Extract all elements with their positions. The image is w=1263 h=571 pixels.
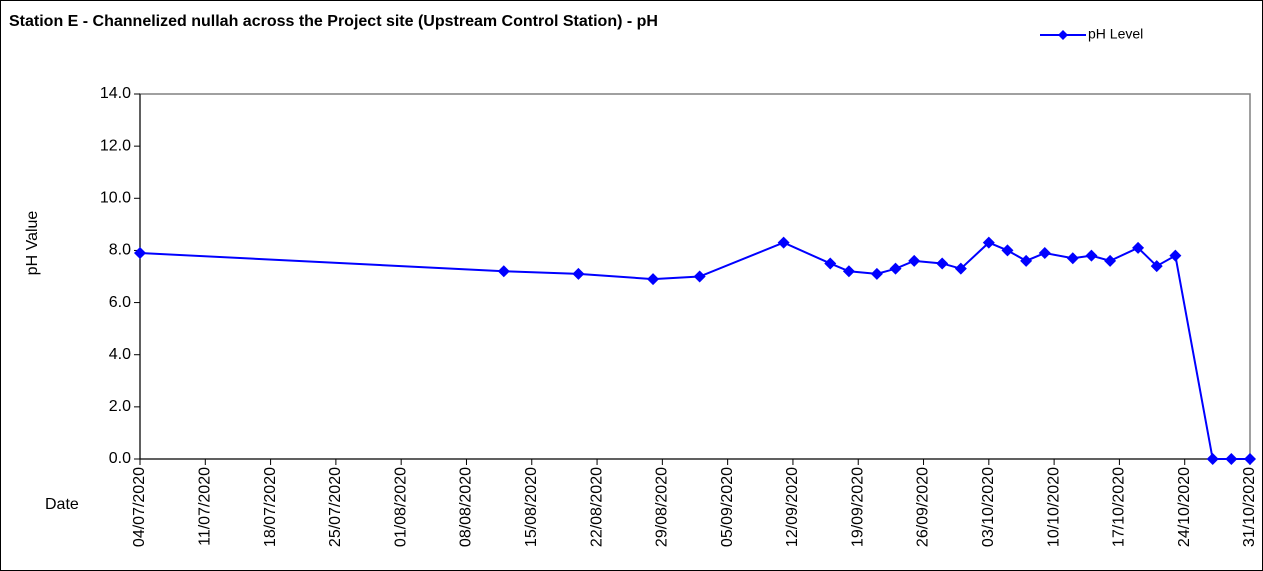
marker	[1169, 249, 1182, 262]
legend-label: pH Level	[1088, 26, 1143, 42]
x-tick-label: 11/07/2020	[197, 467, 214, 546]
x-tick-label: 12/09/2020	[784, 467, 801, 547]
series-line	[139, 241, 1250, 460]
marker	[824, 257, 837, 270]
marker	[1132, 241, 1145, 254]
marker	[1020, 254, 1033, 267]
y-tick-label: 8.0	[109, 242, 131, 259]
x-tick-label: 22/08/2020	[588, 467, 605, 547]
marker	[1001, 244, 1014, 257]
marker	[1038, 247, 1051, 260]
x-tick-label: 26/09/2020	[915, 467, 932, 547]
marker	[982, 236, 995, 249]
marker	[1066, 252, 1079, 265]
x-tick-label: 19/09/2020	[849, 467, 866, 547]
marker	[572, 267, 585, 280]
marker	[1225, 453, 1238, 465]
legend-marker	[1058, 30, 1068, 40]
marker	[1104, 254, 1117, 267]
marker	[954, 262, 967, 275]
marker	[1150, 260, 1163, 273]
marker	[889, 262, 902, 275]
marker	[936, 257, 949, 270]
y-tick-label: 6.0	[109, 294, 131, 311]
y-tick-label: 12.0	[100, 137, 131, 154]
marker	[497, 265, 510, 278]
x-tick-label: 03/10/2020	[980, 467, 997, 547]
y-tick-label: 14.0	[100, 85, 131, 102]
x-tick-label: 24/10/2020	[1176, 467, 1193, 547]
y-axis-label: pH Value	[24, 211, 41, 276]
marker	[908, 254, 921, 267]
marker	[134, 247, 146, 260]
marker	[1085, 249, 1098, 262]
marker	[842, 265, 855, 278]
marker	[777, 236, 790, 249]
marker	[647, 273, 660, 286]
chart-title: Station E - Channelized nullah across th…	[9, 13, 658, 30]
marker	[1206, 453, 1219, 465]
x-tick-label: 18/07/2020	[262, 467, 279, 547]
marker	[1244, 453, 1256, 465]
x-tick-label: 25/07/2020	[327, 467, 344, 547]
x-tick-label: 10/10/2020	[1045, 467, 1062, 547]
y-tick-label: 10.0	[100, 190, 131, 207]
x-tick-label: 29/08/2020	[654, 467, 671, 547]
x-tick-label: 05/09/2020	[719, 467, 736, 547]
x-tick-label: 08/08/2020	[458, 467, 475, 547]
x-axis-label: Date	[45, 496, 79, 513]
x-tick-label: 17/10/2020	[1111, 467, 1128, 547]
x-tick-label: 04/07/2020	[131, 467, 148, 547]
y-tick-label: 0.0	[109, 450, 131, 467]
y-tick-label: 2.0	[109, 398, 131, 415]
x-tick-label: 15/08/2020	[523, 467, 540, 547]
marker	[693, 270, 706, 283]
x-tick-label: 01/08/2020	[392, 467, 409, 547]
x-tick-label: 31/10/2020	[1241, 467, 1258, 547]
y-tick-label: 4.0	[109, 346, 131, 363]
marker	[870, 267, 883, 280]
